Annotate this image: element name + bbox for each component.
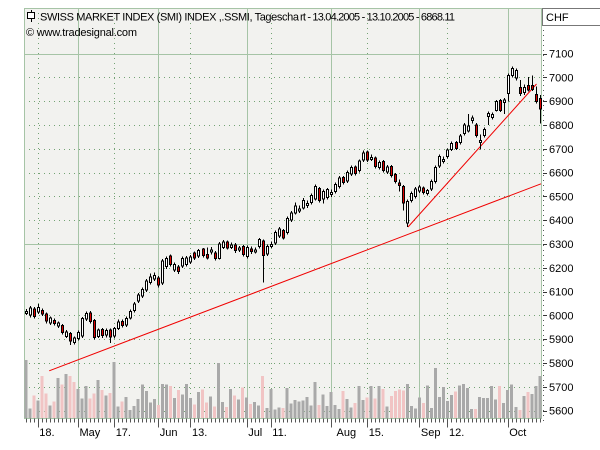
- svg-text:Jun: Jun: [160, 427, 178, 439]
- svg-text:May: May: [80, 427, 101, 439]
- svg-text:5700: 5700: [549, 382, 573, 394]
- svg-text:6600: 6600: [549, 168, 573, 180]
- svg-text:15.: 15.: [369, 427, 384, 439]
- svg-text:SWISS MARKET INDEX (SMI) INDEX: SWISS MARKET INDEX (SMI) INDEX ,.SSMI, T…: [40, 12, 300, 24]
- svg-text:6400: 6400: [549, 215, 573, 227]
- svg-text:5800: 5800: [549, 358, 573, 370]
- svg-text:Sep: Sep: [421, 427, 441, 439]
- svg-text:6800: 6800: [549, 120, 573, 132]
- svg-text:11.: 11.: [272, 427, 286, 439]
- svg-text:13.: 13.: [192, 427, 207, 439]
- svg-text:CHF: CHF: [546, 12, 569, 24]
- svg-text:6700: 6700: [549, 144, 573, 156]
- svg-text:17.: 17.: [116, 427, 131, 439]
- svg-text:7000: 7000: [549, 72, 573, 84]
- svg-text:Jul: Jul: [248, 427, 262, 439]
- svg-text:12.: 12.: [449, 427, 464, 439]
- svg-text:Aug: Aug: [337, 427, 357, 439]
- svg-text:5900: 5900: [549, 334, 573, 346]
- svg-text:6300: 6300: [549, 239, 573, 251]
- svg-text:6000: 6000: [549, 310, 573, 322]
- svg-text:6100: 6100: [549, 287, 573, 299]
- svg-text:18.: 18.: [39, 427, 54, 439]
- svg-text:rt - 13.04.2005 - 13.10.2005 -: rt - 13.04.2005 - 13.10.2005 - 6868.11: [300, 12, 455, 24]
- svg-text:Oct: Oct: [509, 427, 526, 439]
- svg-text:6900: 6900: [549, 96, 573, 108]
- svg-text:6500: 6500: [549, 191, 573, 203]
- svg-text:6200: 6200: [549, 263, 573, 275]
- svg-text:© www.tradesignal.com: © www.tradesignal.com: [26, 27, 137, 39]
- svg-text:7100: 7100: [549, 49, 573, 61]
- svg-text:5600: 5600: [549, 406, 573, 418]
